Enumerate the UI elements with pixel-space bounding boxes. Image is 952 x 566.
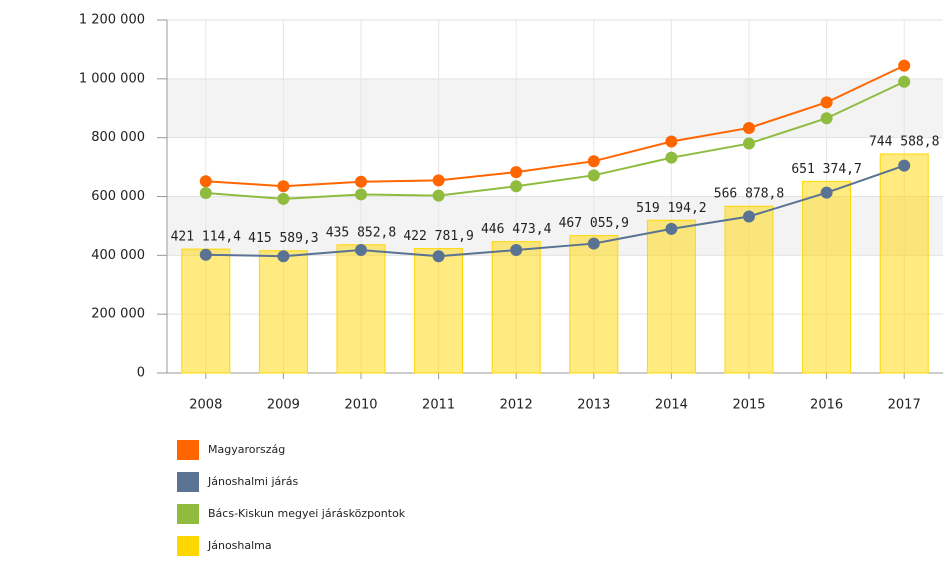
data-label: 421 114,4 — [171, 230, 242, 245]
grid-band — [167, 78, 943, 138]
point — [277, 180, 290, 193]
legend: Magyarország Jánoshalmi járás Bács-Kiskun … — [177, 440, 406, 556]
bar — [181, 248, 231, 374]
bar — [879, 153, 929, 374]
data-label: 566 878,8 — [714, 187, 784, 202]
data-label: 744 588,8 — [869, 134, 939, 149]
legend-label: Bács-Kiskun megyei járásközpontok — [208, 507, 406, 520]
bar — [258, 250, 308, 374]
legend-swatch — [177, 504, 199, 524]
point — [898, 59, 911, 72]
data-label: 467 055,9 — [559, 216, 629, 231]
data-label: 519 194,2 — [636, 201, 706, 216]
point — [432, 189, 445, 202]
x-tick-label: 2009 — [267, 398, 300, 413]
y-tick-label: 400 000 — [91, 248, 145, 263]
y-tick-label: 800 000 — [91, 130, 145, 145]
point — [199, 248, 212, 261]
point — [587, 155, 600, 168]
data-label: 446 473,4 — [481, 222, 552, 237]
x-tick-label: 2014 — [655, 398, 688, 413]
x-tick-label: 2015 — [732, 398, 765, 413]
point — [199, 175, 212, 188]
line — [205, 164, 905, 258]
bar — [802, 180, 852, 374]
point — [820, 96, 833, 109]
legend-label: Jánoshalma — [207, 539, 272, 552]
data-label: 415 589,3 — [248, 231, 318, 246]
point — [510, 244, 523, 257]
bar — [491, 241, 541, 374]
data-label: 435 852,8 — [326, 225, 396, 240]
point — [432, 174, 445, 187]
x-tick-label: 2013 — [577, 398, 610, 413]
data-label: 651 374,7 — [791, 162, 861, 177]
legend-swatch — [177, 472, 199, 492]
point — [355, 244, 367, 257]
point — [898, 75, 911, 88]
bar — [646, 219, 696, 374]
point — [355, 188, 367, 201]
point — [820, 186, 833, 199]
y-tick-label: 200 000 — [91, 307, 145, 322]
x-tick-label: 2017 — [888, 398, 921, 413]
x-tick-label: 2011 — [422, 398, 455, 413]
bar — [336, 244, 386, 374]
legend-swatch — [177, 440, 199, 460]
point — [743, 210, 755, 223]
point — [199, 186, 212, 199]
line — [205, 64, 905, 188]
point — [665, 135, 678, 148]
point — [587, 169, 600, 182]
point — [510, 180, 523, 193]
x-tick-label: 2008 — [189, 398, 222, 413]
point — [898, 159, 911, 172]
y-tick-label: 600 000 — [91, 189, 145, 204]
label-layer: 0 200 000 400 000 600 000 800 000 1 000 000 1 … — [79, 13, 940, 413]
x-tick-label: 2016 — [810, 398, 843, 413]
legend-label: Magyarország — [208, 443, 285, 456]
point — [665, 222, 678, 235]
point — [665, 151, 678, 164]
y-tick-label: 0 — [137, 366, 145, 381]
point — [432, 250, 445, 263]
x-tick-label: 2010 — [344, 398, 377, 413]
point — [820, 112, 833, 125]
legend-swatch — [177, 536, 199, 556]
point — [510, 166, 523, 179]
point — [277, 192, 290, 205]
line — [205, 80, 905, 200]
point — [355, 175, 367, 188]
point — [587, 237, 600, 250]
data-label: 422 781,9 — [403, 229, 473, 244]
point — [743, 121, 755, 134]
y-tick-label: 1 200 000 — [79, 13, 145, 28]
x-tick-label: 2012 — [500, 398, 533, 413]
bar-layer — [181, 153, 929, 374]
point — [277, 250, 290, 263]
bar — [724, 205, 774, 374]
legend-label: Jánoshalmi járás — [207, 475, 299, 488]
point — [743, 137, 755, 150]
bar — [569, 235, 619, 374]
line-layer — [199, 59, 911, 263]
y-tick-label: 1 000 000 — [79, 71, 145, 86]
bar — [414, 248, 464, 374]
